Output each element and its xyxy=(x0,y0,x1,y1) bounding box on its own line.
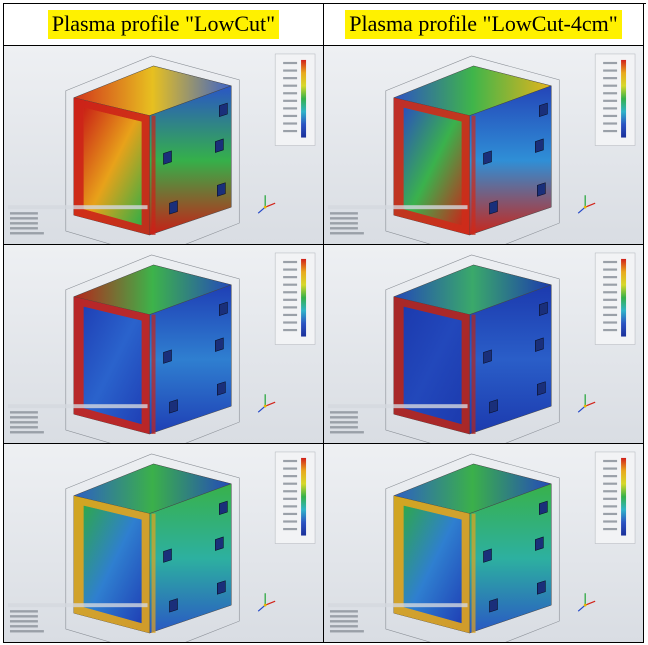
column-header-lowcut-4cm: Plasma profile "LowCut-4cm" xyxy=(324,4,644,46)
column-header-lowcut: Plasma profile "LowCut" xyxy=(4,4,324,46)
field-rendering xyxy=(7,451,316,642)
field-rendering xyxy=(327,53,636,244)
field-rendering xyxy=(7,53,316,244)
field-rendering xyxy=(7,252,316,443)
simulation-panel xyxy=(4,46,324,245)
simulation-panel xyxy=(324,46,644,245)
field-rendering xyxy=(327,252,636,443)
simulation-panel xyxy=(4,444,324,643)
column-header-label: Plasma profile "LowCut" xyxy=(47,10,280,39)
comparison-table: Plasma profile "LowCut" Plasma profile "… xyxy=(3,3,646,643)
simulation-panel xyxy=(324,444,644,643)
simulation-panel xyxy=(324,245,644,444)
simulation-panel xyxy=(4,245,324,444)
field-rendering xyxy=(327,451,636,642)
column-header-label: Plasma profile "LowCut-4cm" xyxy=(345,10,622,39)
